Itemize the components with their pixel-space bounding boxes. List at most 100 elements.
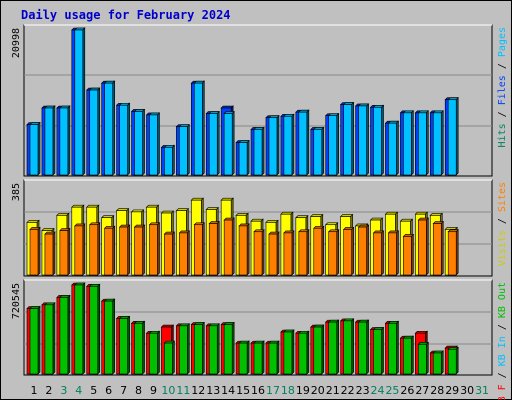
legend-part: / — [497, 57, 508, 75]
bar-pages-day-13 — [208, 110, 220, 176]
bar-kb-out-day-6 — [103, 298, 116, 375]
bar-sites-day-2 — [44, 231, 56, 276]
bar-pages-day-27 — [417, 110, 430, 176]
bar-sites-day-4 — [74, 223, 86, 276]
x-tick-day-8: 8 — [135, 384, 142, 397]
x-tick-day-18: 18 — [281, 384, 295, 397]
x-tick-day-29: 29 — [445, 384, 459, 397]
bar-kb-out-day-5 — [89, 283, 101, 375]
x-tick-day-12: 12 — [191, 384, 205, 397]
legend-part: Files — [497, 75, 508, 105]
bar-sites-day-7 — [118, 224, 131, 276]
bar-sites-day-3 — [59, 227, 71, 276]
legend-hits_files_pages: Hits / Files / Pages — [497, 27, 508, 147]
bar-kb-out-day-25 — [387, 320, 400, 375]
bar-kb-out-day-20 — [313, 324, 325, 375]
bar-sites-day-26 — [402, 233, 415, 276]
bar-sites-day-6 — [103, 225, 116, 276]
bar-kb-out-day-12 — [193, 321, 206, 375]
bar-sites-day-29 — [447, 229, 459, 276]
ymax-label-kb: 720545 — [11, 283, 22, 319]
bar-sites-day-25 — [387, 230, 400, 276]
chart-title: Daily usage for February 2024 — [21, 8, 231, 22]
x-tick-day-22: 22 — [341, 384, 355, 397]
bar-sites-day-20 — [313, 225, 325, 276]
bar-kb-out-day-28 — [432, 350, 444, 375]
bar-pages-day-24 — [372, 104, 385, 176]
bar-sites-day-10 — [163, 231, 176, 276]
bar-kb-out-day-19 — [298, 330, 310, 375]
x-tick-day-24: 24 — [371, 384, 385, 397]
bar-sites-day-9 — [148, 222, 161, 276]
bar-sites-day-24 — [372, 230, 385, 276]
legend-visits_sites: Visits / Sites — [497, 182, 508, 266]
bar-kb-out-day-26 — [402, 335, 415, 375]
x-tick-day-7: 7 — [120, 384, 127, 397]
legend-part: KB In — [497, 336, 508, 366]
bar-pages-day-4 — [74, 27, 86, 176]
bar-pages-day-22 — [342, 101, 355, 176]
bar-pages-day-20 — [313, 126, 325, 176]
bar-pages-day-6 — [103, 80, 116, 176]
bar-sites-day-21 — [327, 229, 340, 276]
legend-part: KB F — [497, 384, 508, 400]
bar-sites-day-19 — [298, 229, 310, 276]
bar-pages-day-21 — [327, 112, 340, 176]
bar-pages-day-10 — [163, 144, 176, 176]
bar-pages-day-14 — [223, 110, 235, 176]
x-tick-day-26: 26 — [400, 384, 414, 397]
ymax-label-visits_sites: 385 — [11, 183, 22, 201]
x-tick-day-4: 4 — [75, 384, 82, 397]
bar-pages-day-12 — [193, 80, 206, 176]
x-tick-day-1: 1 — [31, 384, 38, 397]
legend-part: KB Out — [497, 282, 508, 318]
x-tick-day-3: 3 — [60, 384, 67, 397]
x-tick-day-10: 10 — [161, 384, 175, 397]
bar-kb-out-day-8 — [133, 320, 146, 375]
bar-kb-out-day-14 — [223, 321, 235, 375]
bar-sites-day-11 — [178, 230, 191, 276]
x-tick-day-20: 20 — [311, 384, 325, 397]
bar-pages-day-3 — [59, 105, 71, 176]
x-tick-day-11: 11 — [176, 384, 190, 397]
x-tick-day-19: 19 — [296, 384, 310, 397]
bar-pages-day-16 — [253, 126, 265, 176]
bar-pages-day-25 — [387, 120, 400, 176]
bar-sites-day-18 — [283, 230, 295, 276]
bar-sites-day-12 — [193, 222, 206, 276]
bar-pages-day-19 — [298, 109, 310, 176]
bar-kb-out-day-18 — [283, 329, 295, 375]
x-tick-day-16: 16 — [251, 384, 265, 397]
bar-sites-day-15 — [238, 223, 250, 276]
x-tick-day-27: 27 — [415, 384, 429, 397]
legend-part: Pages — [497, 27, 508, 57]
bar-sites-day-23 — [357, 224, 370, 276]
bar-pages-day-23 — [357, 103, 370, 176]
bar-kb-out-day-17 — [268, 340, 280, 375]
x-tick-day-2: 2 — [45, 384, 52, 397]
bar-kb-out-day-24 — [372, 326, 385, 375]
x-tick-day-6: 6 — [105, 384, 112, 397]
x-tick-day-5: 5 — [90, 384, 97, 397]
x-tick-day-15: 15 — [236, 384, 250, 397]
x-tick-day-13: 13 — [206, 384, 220, 397]
bar-sites-day-1 — [29, 226, 41, 276]
bar-pages-day-1 — [29, 121, 41, 176]
bar-sites-day-14 — [223, 217, 235, 276]
bar-kb-out-day-23 — [357, 319, 370, 375]
ymax-label-hits_files_pages: 20998 — [11, 28, 22, 58]
legend-part: Visits — [497, 230, 508, 266]
bar-kb-out-day-22 — [342, 318, 355, 375]
bar-kb-out-day-16 — [253, 340, 265, 375]
bar-sites-day-27 — [417, 217, 430, 276]
legend-part: / — [497, 105, 508, 123]
bar-pages-day-11 — [178, 123, 191, 176]
bar-kb-out-day-2 — [44, 302, 56, 375]
bar-sites-day-17 — [268, 231, 280, 276]
x-tick-day-17: 17 — [266, 384, 280, 397]
bar-kb-out-day-3 — [59, 294, 71, 375]
bar-sites-day-16 — [253, 229, 265, 276]
bar-kb-out-day-1 — [29, 305, 41, 375]
legend-part: / — [497, 212, 508, 230]
